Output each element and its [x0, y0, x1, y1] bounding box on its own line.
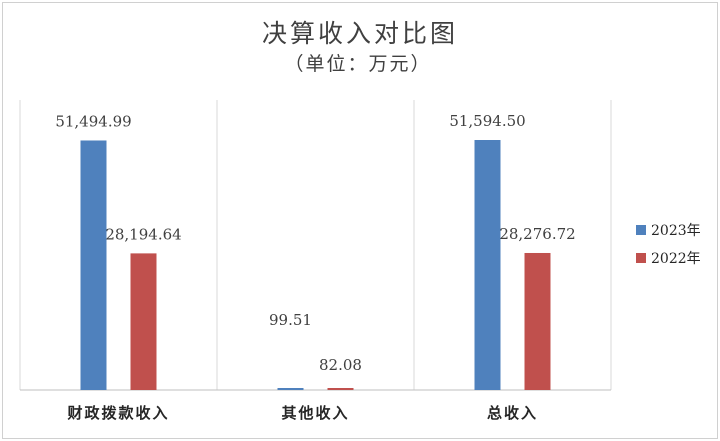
data-label: 99.51 [269, 311, 312, 329]
legend-entry: 2023年 [651, 223, 701, 239]
data-label: 28,194.64 [105, 225, 181, 243]
category-label: 总收入 [487, 404, 538, 422]
legend-entry: 2022年 [651, 251, 701, 267]
bar-2022-0 [130, 253, 157, 390]
plot-area: 51,494.99 28,194.64 财政拨款收入 99.51 82.08 其他收入 51… [19, 100, 612, 422]
category-label: 其他收入 [281, 404, 349, 422]
bar-2022-2 [524, 252, 551, 390]
legend-swatch [636, 253, 646, 263]
bar-2022-1 [327, 388, 354, 390]
data-label: 82.08 [319, 356, 362, 374]
chart-title: 决算收入对比图 [262, 19, 458, 48]
data-label: 28,276.72 [499, 225, 575, 243]
bar-2023-1 [277, 388, 304, 390]
legend: 2023年 2022年 [636, 223, 701, 267]
bar-2023-2 [474, 140, 501, 390]
category-label: 财政拨款收入 [67, 404, 169, 422]
chart-subtitle: （单位：万元） [284, 53, 431, 75]
legend-swatch [636, 225, 646, 235]
data-label: 51,594.50 [449, 112, 525, 130]
data-label: 51,494.99 [55, 112, 131, 130]
bar-2023-0 [80, 140, 107, 390]
